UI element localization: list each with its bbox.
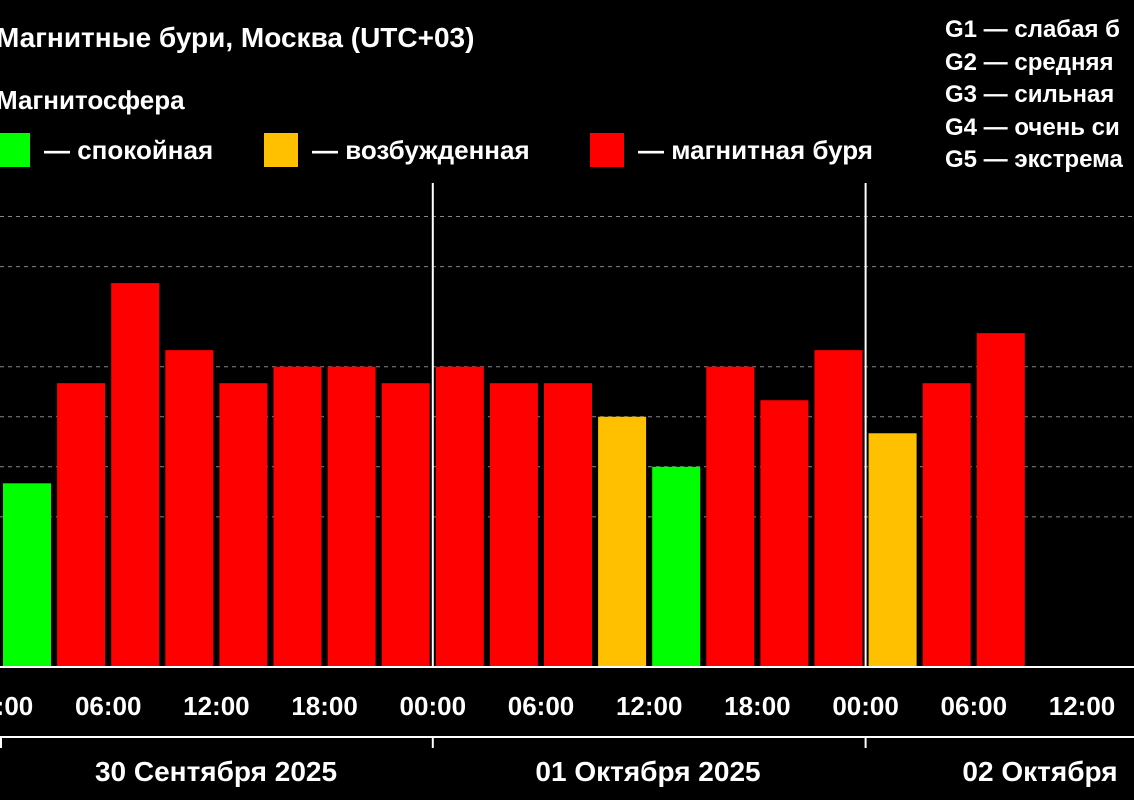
legend-label-excited: — возбужденная [312, 134, 530, 165]
day-label: 02 Октября [962, 756, 1117, 787]
bar [165, 350, 214, 667]
bar [544, 383, 592, 667]
x-tick-label: 06:00 [75, 691, 142, 721]
x-tick-label: 00:00 [400, 691, 467, 721]
day-label: 30 Сентября 2025 [95, 756, 337, 787]
bar [435, 366, 484, 667]
legend-item-storm: — магнитная буря [590, 133, 873, 167]
storm-scale-legend: G1 — слабая б G2 — средняя G3 — сильная … [945, 14, 1123, 177]
legend-item-excited: — возбужденная [264, 133, 530, 167]
scale-item-g4: G4 — очень си [945, 113, 1120, 141]
x-tick-label: 12:00 [183, 691, 250, 721]
bar [111, 283, 160, 667]
bar [868, 433, 917, 667]
bar [652, 466, 701, 667]
x-tick-label: 00:00 [832, 691, 899, 721]
scale-item-g3: G3 — сильная [945, 81, 1115, 108]
legend-item-calm: — спокойная [0, 133, 213, 167]
legend-swatch-calm [0, 133, 30, 167]
scale-item-g1: G1 — слабая б [945, 16, 1120, 43]
legend-label-calm: — спокойная [44, 134, 214, 165]
bar [814, 350, 863, 667]
legend-swatch-excited [264, 133, 298, 167]
legend-swatch-storm [590, 133, 624, 167]
bar [219, 383, 268, 667]
bar [976, 333, 1025, 667]
bar [706, 366, 755, 667]
x-tick-label: 12:00 [616, 691, 683, 721]
bar [327, 366, 376, 667]
x-tick-label: 18:00 [291, 691, 358, 721]
x-tick-label: 06:00 [508, 691, 575, 721]
chart-title: Магнитные бури, Москва (UTC+03) [0, 22, 475, 53]
bar [273, 366, 322, 667]
bar [760, 400, 809, 667]
x-tick-label: 12:00 [1049, 691, 1116, 721]
legend-label-storm: — магнитная буря [638, 134, 873, 165]
bar [598, 416, 647, 667]
legend-title: Магнитосфера [0, 85, 185, 115]
scale-item-g2: G2 — средняя [945, 48, 1114, 76]
bar [57, 383, 106, 667]
scale-item-g5: G5 — экстрема [945, 146, 1123, 173]
bar [922, 383, 971, 667]
x-tick-label: 18:00 [724, 691, 791, 721]
bar [3, 483, 51, 667]
day-label: 01 Октября 2025 [535, 756, 760, 787]
bar [489, 383, 538, 667]
x-tick-label: 06:00 [941, 691, 1008, 721]
x-tick-label: 00:00 [0, 691, 33, 721]
bar [381, 383, 430, 667]
